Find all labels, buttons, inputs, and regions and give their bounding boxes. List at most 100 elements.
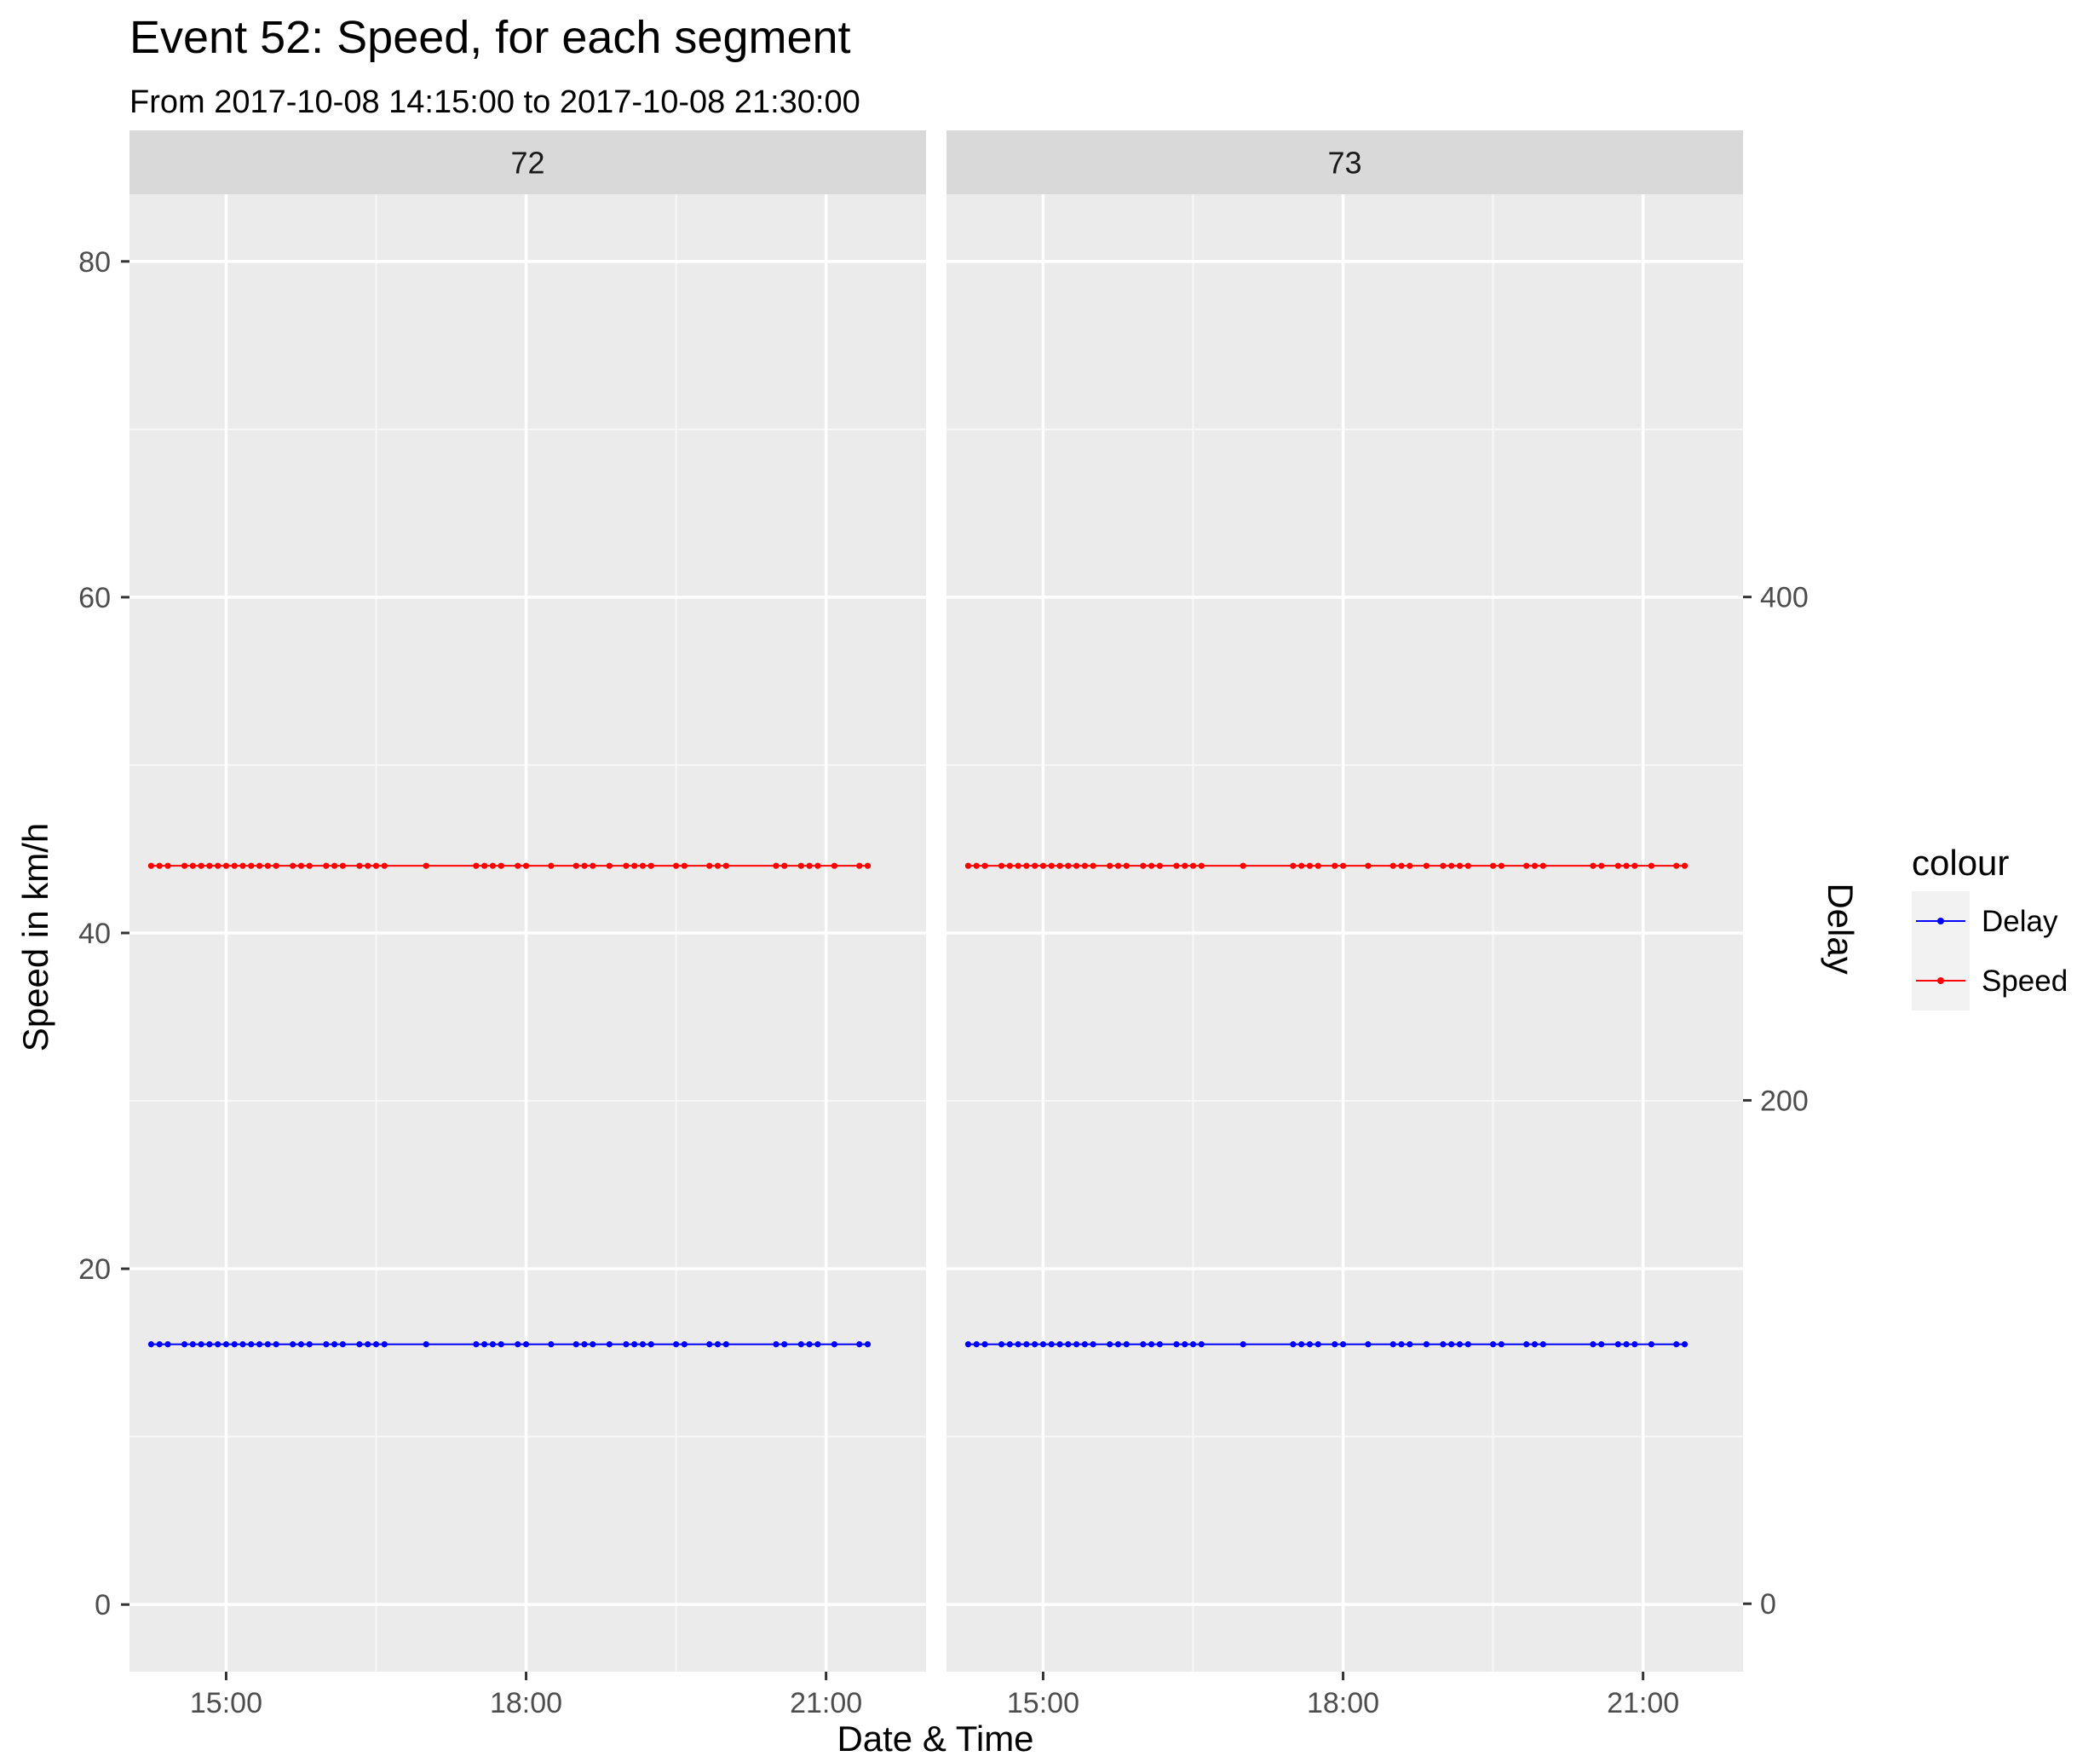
data-point <box>1539 1341 1546 1348</box>
data-point <box>1456 862 1464 869</box>
data-point <box>1065 862 1072 869</box>
x-tick-label: 18:00 <box>1307 1687 1379 1719</box>
data-point <box>365 1341 371 1348</box>
data-point <box>231 862 238 869</box>
x-tick-label: 15:00 <box>1007 1687 1079 1719</box>
data-point <box>1048 862 1055 869</box>
data-point <box>1489 862 1497 869</box>
data-point <box>1114 1341 1122 1348</box>
data-point <box>239 862 246 869</box>
data-point <box>1306 1341 1314 1348</box>
data-point <box>1189 862 1197 869</box>
data-point <box>248 1341 255 1348</box>
data-point <box>198 1341 204 1348</box>
data-point <box>981 862 988 869</box>
data-point <box>1048 1341 1055 1348</box>
data-point <box>623 862 630 869</box>
legend-label: Delay <box>1982 905 2058 938</box>
left-y-axis: 0 20 40 60 80 <box>78 246 129 1621</box>
data-point <box>1673 862 1680 869</box>
data-point <box>1182 862 1188 869</box>
data-point <box>1039 862 1047 869</box>
data-point <box>381 1341 388 1348</box>
data-point <box>1648 1341 1655 1348</box>
data-point <box>797 862 804 869</box>
data-point <box>672 862 680 869</box>
data-point <box>1081 862 1088 869</box>
data-point <box>206 862 213 869</box>
legend-label: Speed <box>1982 964 2068 998</box>
data-point <box>831 1341 838 1348</box>
data-point <box>1598 862 1605 869</box>
data-point <box>814 862 821 869</box>
data-point <box>1298 862 1305 869</box>
data-point <box>964 862 972 869</box>
data-point <box>1240 1341 1246 1348</box>
data-point <box>356 862 363 869</box>
data-point <box>548 1341 555 1348</box>
data-point <box>639 1341 647 1348</box>
data-point <box>365 862 371 869</box>
data-point <box>781 1341 788 1348</box>
data-point <box>1614 862 1621 869</box>
data-point <box>1498 862 1505 869</box>
data-point <box>1464 862 1471 869</box>
data-point <box>773 862 780 869</box>
data-point <box>1531 1341 1539 1348</box>
facet-strip-label: 72 <box>510 146 544 181</box>
x-tick-label: 15:00 <box>190 1687 262 1719</box>
data-point <box>1056 1341 1063 1348</box>
data-point <box>590 1341 596 1348</box>
data-point <box>1107 862 1113 869</box>
data-point <box>1081 1341 1088 1348</box>
data-point <box>856 1341 863 1348</box>
x-tick-label: 21:00 <box>790 1687 862 1719</box>
data-point <box>973 862 980 869</box>
data-point <box>323 1341 330 1348</box>
data-point <box>1389 862 1396 869</box>
data-point <box>864 1341 872 1348</box>
data-point <box>1173 1341 1180 1348</box>
data-point <box>631 862 638 869</box>
data-point <box>231 1341 238 1348</box>
legend-key-point <box>1937 918 1944 924</box>
y2-tick-label: 0 <box>1760 1588 1776 1621</box>
data-point <box>489 862 497 869</box>
data-point <box>1614 1341 1621 1348</box>
data-point <box>156 862 163 869</box>
data-point <box>806 1341 813 1348</box>
facet-strip-label: 73 <box>1327 146 1361 181</box>
data-point <box>1339 1341 1347 1348</box>
data-point <box>1306 862 1314 869</box>
data-point <box>1182 1341 1188 1348</box>
data-point <box>1015 862 1021 869</box>
data-point <box>973 1341 980 1348</box>
data-point <box>1065 1341 1072 1348</box>
data-point <box>1148 862 1155 869</box>
data-point <box>1332 862 1338 869</box>
data-point <box>239 1341 246 1348</box>
data-point <box>1015 1341 1021 1348</box>
data-point <box>489 1341 497 1348</box>
chart-title: Event 52: Speed, for each segment <box>129 12 851 63</box>
data-point <box>273 862 279 869</box>
x-tick-label: 18:00 <box>490 1687 562 1719</box>
data-point <box>681 1341 688 1348</box>
data-point <box>981 1341 988 1348</box>
data-point <box>290 862 296 869</box>
series-delay <box>147 1341 872 1348</box>
data-point <box>1032 1341 1038 1348</box>
data-point <box>1423 1341 1430 1348</box>
panels: 15:00 18:00 21:00 72 15:00 18:00 21:00 73 <box>129 130 1743 1719</box>
data-point <box>631 1341 638 1348</box>
legend-title: colour <box>1912 843 2009 883</box>
y2-tick-label: 200 <box>1760 1085 1809 1117</box>
data-point <box>189 862 196 869</box>
data-point <box>1123 862 1130 869</box>
data-point <box>256 1341 263 1348</box>
data-point <box>522 1341 530 1348</box>
data-point <box>198 862 204 869</box>
data-point <box>264 1341 271 1348</box>
data-point <box>181 1341 188 1348</box>
